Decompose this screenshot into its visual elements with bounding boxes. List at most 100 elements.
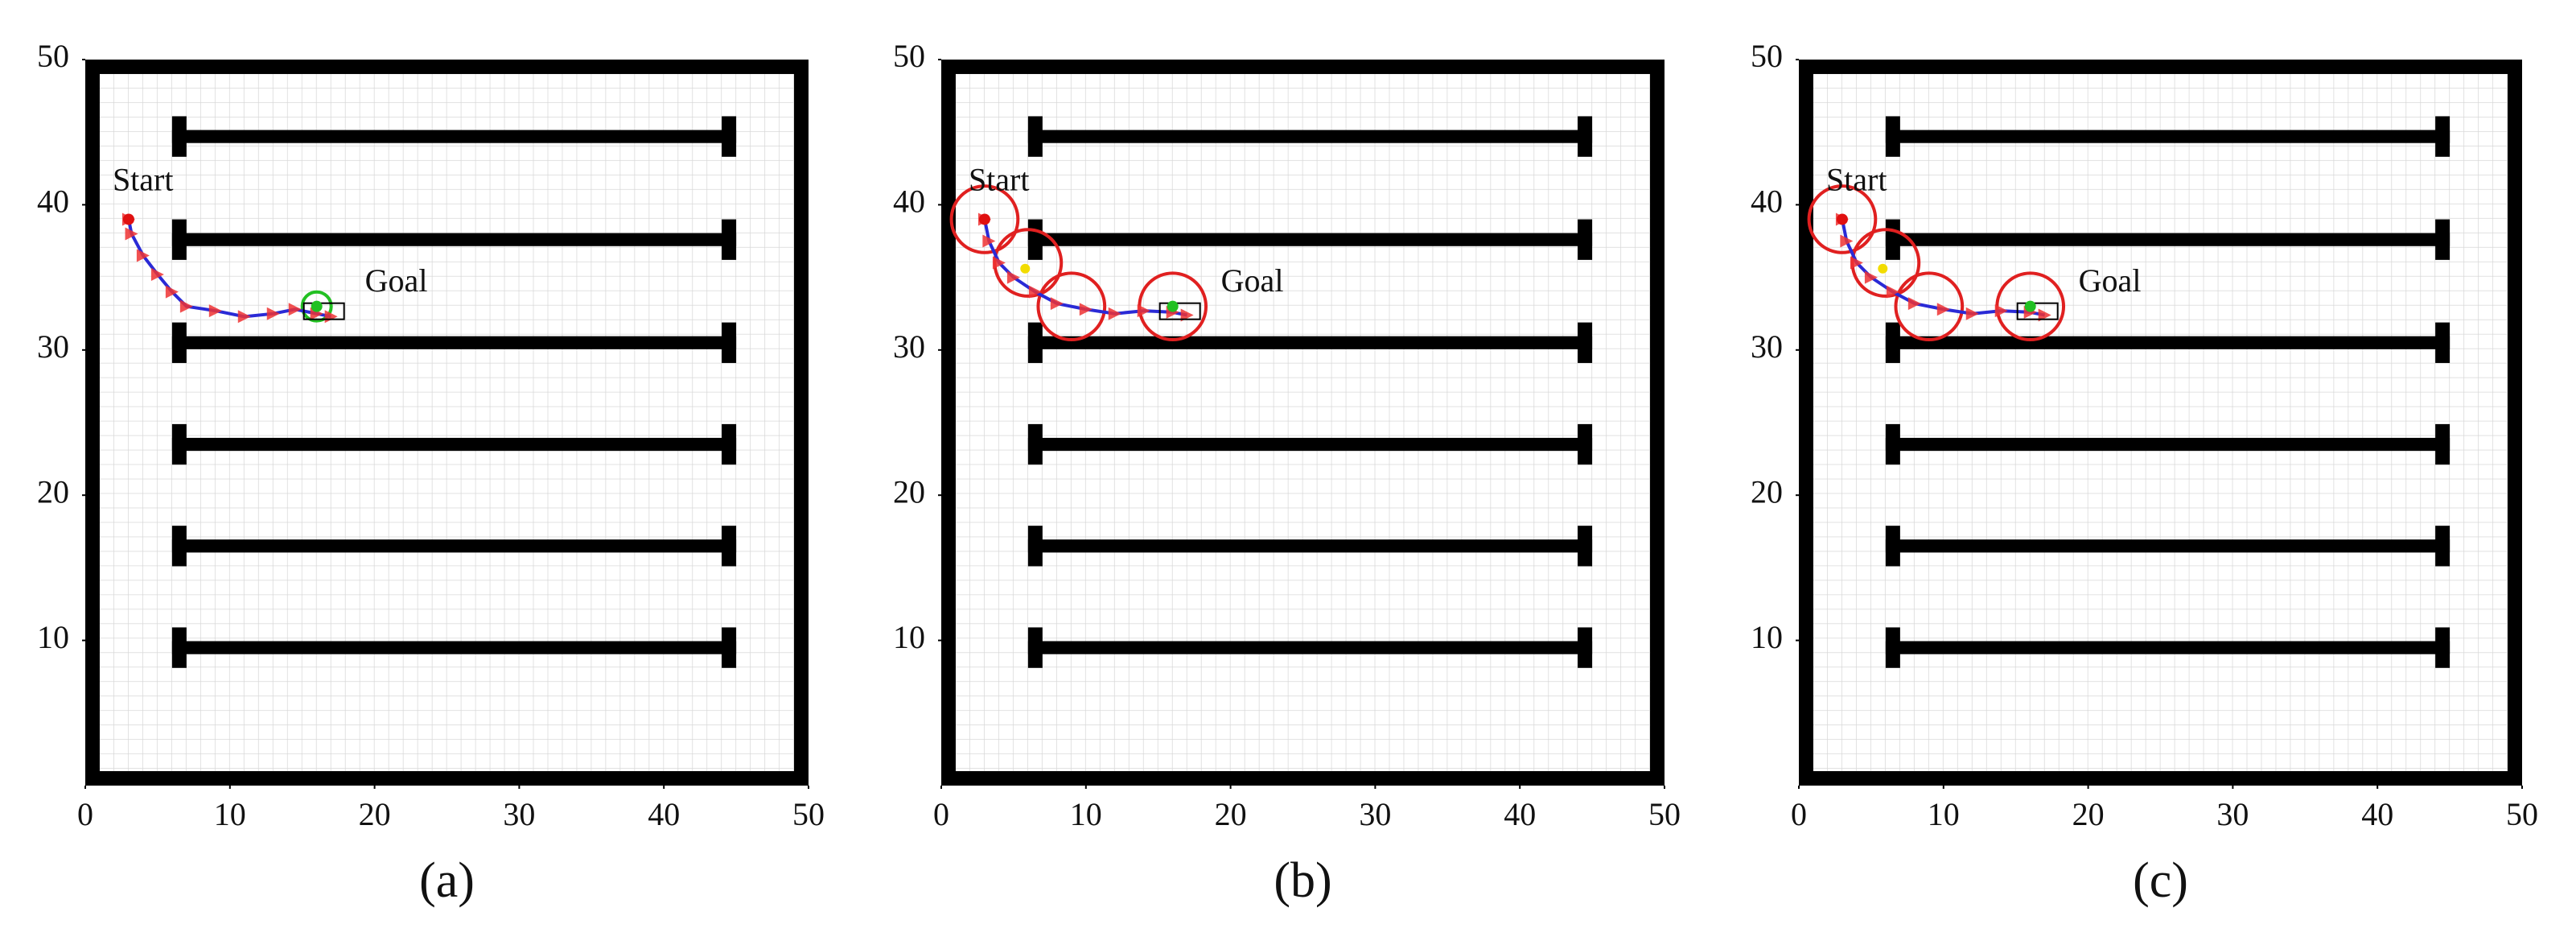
shelf-cap: [2435, 423, 2450, 465]
shelf-cap: [2435, 627, 2450, 668]
safety-circle: [949, 184, 1020, 254]
pose-marker: [2038, 308, 2051, 322]
shelf-cap: [1578, 627, 1593, 668]
shelf: [1027, 641, 1593, 654]
shelf-cap: [1578, 526, 1593, 567]
y-tick-label: 30: [37, 328, 69, 365]
pose-marker: [1028, 285, 1042, 299]
safety-circle: [1036, 271, 1107, 342]
pose-marker: [1850, 256, 1863, 270]
x-tick-label: 10: [1928, 796, 1960, 832]
x-tick-label: 30: [2216, 796, 2249, 832]
panel-caption: (a): [419, 853, 475, 908]
x-tick-label: 40: [2361, 796, 2393, 832]
shelf-cap: [1578, 219, 1593, 260]
pose-marker: [1137, 304, 1150, 318]
pose-marker: [266, 307, 280, 320]
shelf: [171, 336, 737, 349]
shelf-cap: [1578, 423, 1593, 465]
pose-marker: [1965, 307, 1979, 320]
vehicle-footprint: [2016, 302, 2059, 320]
goal-point: [311, 300, 323, 312]
shelf: [1027, 233, 1593, 246]
y-tick-label: 40: [37, 184, 69, 220]
goal-point: [2024, 300, 2036, 312]
x-tick-label: 50: [1648, 796, 1681, 832]
shelf-cap: [1885, 322, 1900, 363]
shelf-cap: [722, 322, 737, 363]
map-grid: [1813, 73, 2508, 772]
start-point: [1836, 213, 1848, 225]
x-tick-label: 50: [792, 796, 825, 832]
shelf-cap: [1885, 423, 1900, 465]
shelf: [1885, 130, 2450, 143]
x-tick-label: 20: [2072, 796, 2105, 832]
x-tick-label: 10: [1070, 796, 1102, 832]
shelf: [1885, 437, 2450, 452]
shelf-cap: [1027, 423, 1043, 465]
y-tick-label: 20: [893, 473, 925, 510]
pose-marker: [1907, 297, 1921, 311]
x-tick-label: 50: [2506, 796, 2538, 832]
y-tick-label: 10: [893, 619, 925, 655]
shelf-cap: [1885, 627, 1900, 668]
shelf-cap: [1578, 116, 1593, 157]
x-tick-label: 0: [933, 796, 949, 832]
shelf-cap: [2435, 219, 2450, 260]
start-point: [978, 213, 990, 225]
start-label: Start: [969, 162, 1030, 198]
y-tick-label: 40: [893, 184, 925, 220]
shelf: [171, 130, 737, 143]
shelf: [1885, 233, 2450, 246]
safety-circle: [300, 290, 333, 323]
shelf-cap: [1027, 526, 1043, 567]
pose-marker: [125, 227, 138, 241]
shelf-cap: [722, 219, 737, 260]
shelf: [171, 539, 737, 553]
goal-label: Goal: [365, 262, 428, 299]
start-point: [122, 213, 134, 225]
map-grid: [99, 73, 795, 772]
x-tick-label: 30: [503, 796, 535, 832]
shelf: [171, 641, 737, 654]
x-tick-label: 10: [214, 796, 246, 832]
pose-marker: [237, 310, 251, 324]
pose-marker: [1079, 303, 1093, 316]
y-tick-label: 20: [37, 473, 69, 510]
shelf-cap: [171, 322, 187, 363]
shelf-cap: [1027, 116, 1043, 157]
y-tick-label: 10: [37, 619, 69, 655]
shelf-cap: [171, 526, 187, 567]
pose-marker: [992, 256, 1006, 270]
shelf: [171, 233, 737, 246]
shelf-cap: [171, 423, 187, 465]
panel-caption: (c): [2133, 853, 2188, 908]
pose-marker: [150, 267, 164, 281]
y-tick-label: 40: [1751, 184, 1783, 220]
shelf: [1027, 437, 1593, 452]
shelf: [1885, 336, 2450, 349]
y-tick-label: 10: [1751, 619, 1783, 655]
panel-caption: (b): [1274, 853, 1331, 908]
safety-circle: [1807, 184, 1878, 254]
shelf-cap: [1885, 116, 1900, 157]
x-tick-label: 0: [77, 796, 93, 832]
shelf: [1027, 130, 1593, 143]
y-tick-label: 50: [1751, 38, 1783, 74]
x-tick-label: 30: [1359, 796, 1391, 832]
x-tick-label: 20: [1215, 796, 1247, 832]
y-tick-label: 20: [1751, 473, 1783, 510]
shelf-cap: [1027, 627, 1043, 668]
y-tick-label: 50: [37, 38, 69, 74]
shelf-cap: [1578, 322, 1593, 363]
shelf-cap: [1885, 219, 1900, 260]
pose-marker: [1050, 297, 1064, 311]
pose-marker: [1994, 304, 2008, 318]
shelf-cap: [1027, 322, 1043, 363]
shelf: [1027, 539, 1593, 553]
shelf-cap: [2435, 322, 2450, 363]
pose-marker: [288, 303, 302, 316]
pose-marker: [1886, 285, 1899, 299]
shelf-cap: [171, 219, 187, 260]
